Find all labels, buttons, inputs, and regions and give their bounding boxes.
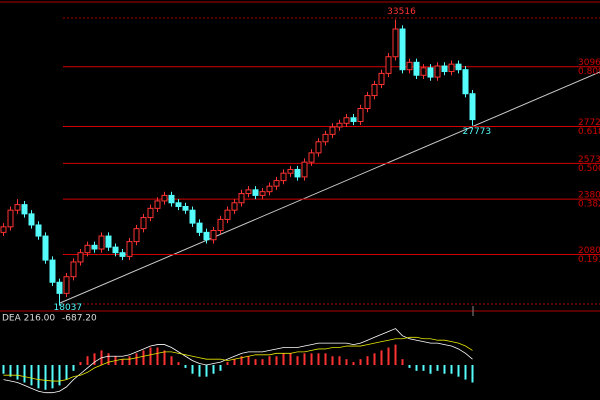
candle-body [119,252,126,257]
candle-body [308,152,315,163]
candle-body [413,61,420,76]
candle-body [35,224,42,237]
level-ratio: 0.382 [578,200,600,210]
candle-body [371,83,378,97]
candle-body [14,204,21,211]
low-label: 27773 [463,127,492,137]
candle-body [217,218,224,232]
candle-body [336,122,343,128]
candle-body [462,69,469,95]
dea-line [3,336,473,382]
candle-body [427,67,434,78]
candle-body [259,191,266,196]
candle-body [91,244,98,250]
candle-body [406,61,413,71]
level-price: 27725 [578,118,600,128]
candle-body [147,207,154,219]
candle-body [224,209,231,220]
level-ratio: 0.500 [578,164,600,174]
candle-body [154,200,161,209]
candle-body [231,202,238,211]
candle-body [364,95,371,110]
candle-body [322,133,329,143]
candle-body [252,189,259,196]
candle-body [21,204,28,215]
candle-body [112,246,119,254]
candle-body [343,117,350,124]
candle-body [196,222,203,233]
candle-body [77,252,84,263]
candle-body [63,276,70,294]
candle-body [168,194,175,204]
candle-body [238,193,245,204]
candle-body [385,56,392,74]
trend-line [59,71,600,304]
candle-body [84,244,91,254]
candle-body [0,226,7,233]
candle-body [315,141,322,154]
candle-body [350,117,357,122]
low-label: 18037 [54,303,83,313]
candle-body [280,172,287,182]
candle-body [441,65,448,73]
high-label: 33516 [387,7,416,17]
candle-body [98,235,105,250]
candle-body [329,126,336,135]
candle-body [357,108,364,122]
level-ratio: 0.618 [578,127,600,137]
candle-body [28,213,35,226]
candle-body [175,202,182,207]
candle-body [126,241,133,257]
candle-body [105,235,112,248]
candle-body [399,28,406,71]
candle-body [448,63,455,73]
dif-line [3,328,473,394]
candle-body [210,230,217,241]
candle-body [434,65,441,78]
candle-body [420,67,427,76]
candle-body [140,217,147,230]
candle-body [133,228,140,243]
candle-body [161,194,168,202]
candle-body [203,231,210,241]
level-ratio: 0.191 [578,255,600,265]
candle-body [287,169,294,174]
candle-body [7,209,14,228]
candle-body [49,259,56,283]
candle-body [189,209,196,224]
candle-body [273,180,280,187]
candle-body [469,93,476,121]
level-ratio: 0.809 [578,67,600,77]
indicator-label: -687.20 [62,314,97,324]
candle-body [294,169,301,178]
candle-body [42,235,49,261]
indicator-label: DEA 216.00 [2,314,55,324]
level-price: 30961 [578,58,600,68]
candle-body [182,205,189,211]
candle-body [378,72,385,85]
candle-body [301,161,308,178]
candle-body [266,185,273,193]
candle-body [245,189,252,195]
candle-body [392,28,399,58]
candle-body [455,63,462,71]
candle-body [56,281,63,294]
candle-body [70,261,77,278]
